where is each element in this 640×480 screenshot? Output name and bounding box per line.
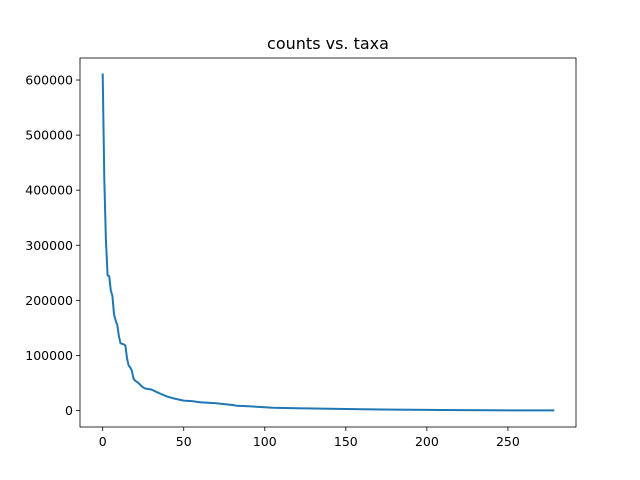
x-tick-label: 100	[253, 434, 277, 449]
x-tick-label: 200	[415, 434, 439, 449]
x-tick-label: 250	[496, 434, 520, 449]
y-tick-label: 400000	[25, 183, 73, 198]
plot-area: 0 50 100 150 200 250 0 100000 200000 300000 400000…	[25, 57, 577, 449]
axes-frame	[79, 57, 577, 428]
y-tick-label: 500000	[25, 128, 73, 143]
x-tick-label: 50	[176, 434, 192, 449]
series-line-0	[101, 73, 555, 412]
y-tick-label: 300000	[25, 238, 73, 253]
x-tick-label: 0	[99, 434, 107, 449]
chart-title: counts vs. taxa	[267, 34, 389, 53]
y-tick-label: 200000	[25, 293, 73, 308]
y-tick-label: 600000	[25, 73, 73, 88]
y-tick-label: 0	[65, 403, 73, 418]
y-tick-label: 100000	[25, 348, 73, 363]
x-tick-label: 150	[334, 434, 358, 449]
